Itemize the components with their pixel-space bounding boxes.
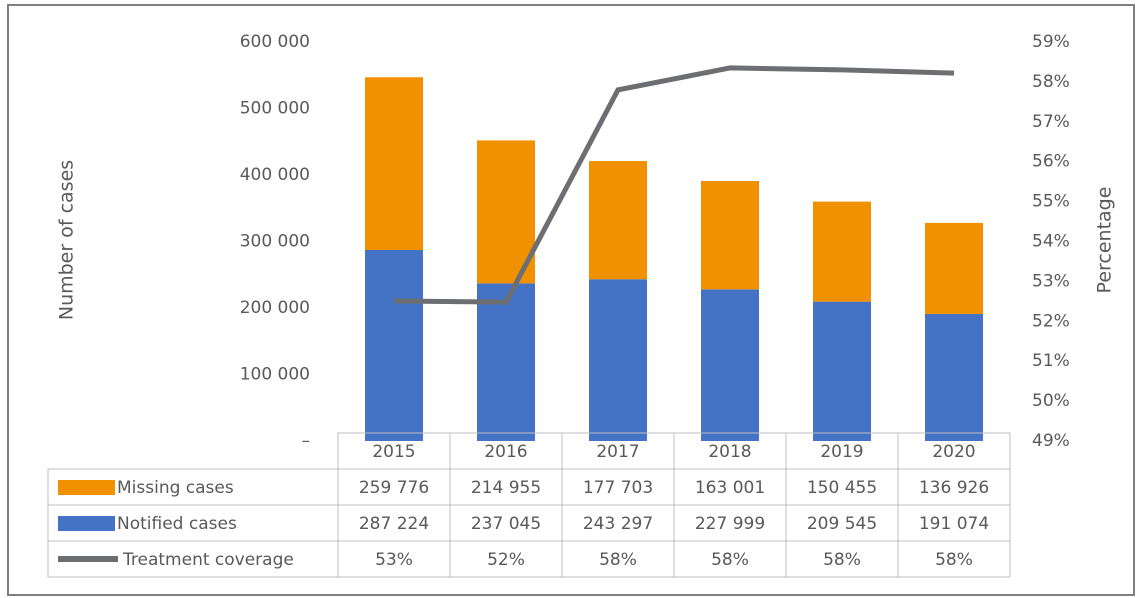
y2-tick-label: 49%	[1032, 431, 1070, 451]
x-tick-label: 2018	[708, 442, 751, 462]
table-value: 58%	[935, 550, 973, 570]
x-tick-label: 2015	[372, 442, 415, 462]
y-tick-label: 400 000	[240, 165, 310, 185]
bar-segment	[477, 283, 535, 441]
y2-tick-label: 57%	[1032, 112, 1070, 132]
bar-segment	[701, 289, 759, 441]
bar-segment	[589, 279, 647, 441]
legend-label: Treatment coverage	[122, 550, 294, 570]
bar-segment	[925, 313, 983, 441]
table-value: 52%	[487, 550, 525, 570]
y2-tick-label: 50%	[1032, 391, 1070, 411]
frame	[7, 4, 1135, 596]
y-tick-label: 600 000	[240, 32, 310, 52]
table-value: 58%	[599, 550, 637, 570]
x-tick-label: 2020	[932, 442, 975, 462]
y2-tick-label: 54%	[1032, 232, 1070, 252]
x-tick-label: 2017	[596, 442, 639, 462]
y2-tick-label: 51%	[1032, 351, 1070, 371]
table-cell	[897, 540, 1011, 578]
y2-tick-label: 52%	[1032, 311, 1070, 331]
y2-tick-label: 59%	[1032, 32, 1070, 52]
table-value: 53%	[375, 550, 413, 570]
y-tick-label: 300 000	[240, 232, 310, 252]
table-value: 214 955	[471, 478, 541, 498]
table-value: 136 926	[919, 478, 989, 498]
bar-segment	[365, 77, 423, 250]
x-tick-label: 2019	[820, 442, 863, 462]
table-value: 58%	[711, 550, 749, 570]
y-tick-label: –	[302, 431, 311, 451]
table-value: 58%	[823, 550, 861, 570]
y-tick-label: 200 000	[240, 298, 310, 318]
table-value: 150 455	[807, 478, 877, 498]
bar-segment	[477, 140, 535, 284]
y-tick-label: 100 000	[240, 365, 310, 385]
y2-tick-label: 55%	[1032, 192, 1070, 212]
table-value: 209 545	[807, 514, 877, 534]
bar-segment	[925, 222, 983, 314]
legend-label: Missing cases	[117, 478, 234, 498]
table-value: 177 703	[583, 478, 653, 498]
y2-tick-label: 56%	[1032, 152, 1070, 172]
x-tick-label: 2016	[484, 442, 527, 462]
table-value: 243 297	[583, 514, 653, 534]
y2-axis-title: Percentage	[1094, 187, 1116, 294]
line-series	[393, 65, 955, 305]
y-tick-label: 500 000	[240, 99, 310, 119]
legend-key	[58, 516, 115, 531]
bar-segment	[813, 201, 871, 302]
table-value: 163 001	[695, 478, 765, 498]
table-value: 287 224	[359, 514, 429, 534]
legend-key	[58, 480, 115, 495]
y2-tick-label: 58%	[1032, 72, 1070, 92]
bar-segment	[365, 249, 423, 441]
bar-segment	[813, 301, 871, 441]
legend-label: Notified cases	[117, 514, 237, 534]
table-value: 227 999	[695, 514, 765, 534]
y2-tick-label: 53%	[1032, 271, 1070, 291]
y-axis-title: Number of cases	[56, 160, 78, 320]
table-value: 191 074	[919, 514, 989, 534]
table-value: 237 045	[471, 514, 541, 534]
bar-segment	[701, 180, 759, 290]
bar-segment	[589, 161, 647, 280]
table-value: 259 776	[359, 478, 429, 498]
